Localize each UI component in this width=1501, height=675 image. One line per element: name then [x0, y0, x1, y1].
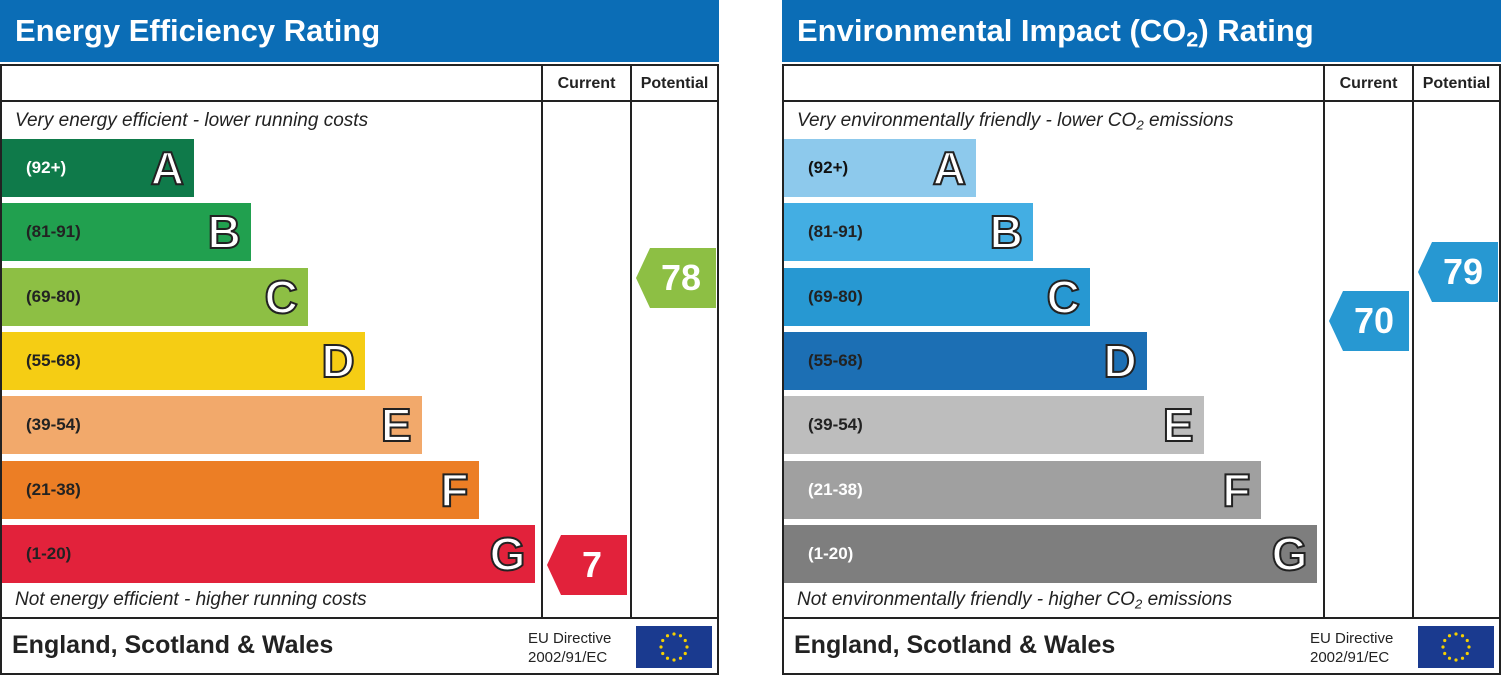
energy-footer-country: England, Scotland & Wales — [12, 631, 334, 659]
environmental-impact-panel: Environmental Impact (CO2) Rating Curren… — [782, 0, 1501, 675]
co2-band-range-g: (1-20) — [808, 543, 854, 563]
co2-column-header-current: Current — [1339, 75, 1398, 92]
co2-top-caption-sub: 2 — [1136, 117, 1144, 133]
eu-flag-icon — [636, 626, 712, 668]
energy-band-range-e: (39-54) — [26, 415, 81, 435]
co2-eu-directive: EU Directive 2002/91/EC — [1310, 629, 1393, 667]
co2-bottom-caption: Not environmentally friendly - higher CO… — [797, 589, 1232, 611]
co2-chart-frame: Current Potential Very environmentally f… — [782, 64, 1501, 675]
co2-band-range-f: (21-38) — [808, 479, 863, 499]
energy-current-rating-arrow: 7 — [547, 535, 627, 595]
energy-potential-value: 78 — [660, 257, 702, 298]
eu-flag-icon — [1418, 626, 1494, 668]
co2-band-b: (81-91) B — [784, 203, 1033, 262]
co2-band-letter-f: F — [1221, 463, 1251, 517]
energy-column-divider-potential — [630, 66, 632, 619]
co2-eu-directive-line1: EU Directive — [1310, 630, 1394, 647]
co2-title-suffix: ) Rating — [1198, 13, 1314, 48]
energy-efficiency-panel: Energy Efficiency Rating Current Potenti… — [0, 0, 719, 675]
energy-header-divider — [2, 100, 717, 102]
co2-band-letter-e: E — [1162, 398, 1195, 452]
co2-column-header-potential: Potential — [1422, 75, 1491, 92]
energy-band-letter-a: A — [150, 141, 185, 195]
energy-top-caption: Very energy efficient - lower running co… — [15, 110, 369, 131]
energy-column-header-potential: Potential — [640, 75, 709, 92]
co2-footer-country: England, Scotland & Wales — [794, 631, 1116, 659]
co2-column-divider-potential — [1412, 66, 1414, 619]
co2-title-prefix: Environmental Impact (CO — [797, 13, 1187, 48]
energy-chart-frame: Current Potential Very energy efficient … — [0, 64, 719, 675]
energy-title-text: Energy Efficiency Rating — [15, 13, 381, 48]
energy-band-g: (1-20) G — [2, 524, 536, 583]
co2-bottom-caption-prefix: Not environmentally friendly - higher CO — [797, 589, 1135, 610]
co2-potential-rating-arrow: 79 — [1418, 242, 1498, 302]
co2-current-value: 70 — [1353, 300, 1395, 341]
co2-band-range-d: (55-68) — [808, 350, 863, 370]
energy-band-range-a: (92+) — [26, 158, 67, 177]
energy-band-e: (39-54) E — [2, 396, 422, 455]
energy-eu-directive: EU Directive 2002/91/EC — [528, 629, 611, 667]
co2-band-letter-a: A — [932, 141, 967, 195]
energy-band-range-b: (81-91) — [26, 222, 81, 242]
co2-band-range-c: (69-80) — [808, 286, 863, 306]
co2-band-c: (69-80) C — [784, 267, 1090, 326]
energy-band-range-g: (1-20) — [26, 543, 72, 563]
energy-band-letter-e: E — [380, 398, 413, 452]
energy-band-b: (81-91) B — [2, 203, 251, 262]
energy-column-header-current: Current — [557, 75, 616, 92]
co2-band-e: (39-54) E — [784, 396, 1204, 455]
environmental-impact-title: Environmental Impact (CO2) Rating — [782, 0, 1501, 62]
energy-band-letter-c: C — [264, 270, 299, 324]
energy-eu-directive-line2: 2002/91/EC — [528, 649, 608, 666]
co2-title-sub: 2 — [1186, 26, 1199, 52]
energy-efficiency-title: Energy Efficiency Rating — [0, 0, 719, 62]
energy-band-range-d: (55-68) — [26, 350, 81, 370]
co2-band-d: (55-68) D — [784, 331, 1147, 390]
energy-potential-rating-arrow: 78 — [636, 248, 716, 308]
co2-band-range-b: (81-91) — [808, 222, 863, 242]
co2-column-divider-current — [1323, 66, 1325, 619]
co2-band-letter-g: G — [1271, 527, 1309, 581]
co2-band-letter-b: B — [989, 205, 1024, 259]
co2-band-g: (1-20) G — [784, 524, 1318, 583]
co2-band-range-e: (39-54) — [808, 415, 863, 435]
co2-eu-directive-line2: 2002/91/EC — [1310, 649, 1390, 666]
energy-footer-divider — [2, 617, 717, 619]
co2-potential-value: 79 — [1442, 251, 1484, 292]
co2-band-range-a: (92+) — [808, 158, 849, 177]
energy-eu-directive-line1: EU Directive — [528, 630, 612, 647]
co2-band-letter-d: D — [1102, 334, 1137, 388]
co2-top-caption: Very environmentally friendly - lower CO… — [797, 110, 1233, 132]
energy-band-letter-g: G — [489, 527, 527, 581]
energy-band-c: (69-80) C — [2, 267, 308, 326]
energy-current-value: 7 — [581, 544, 603, 585]
energy-band-letter-d: D — [320, 334, 355, 388]
energy-band-a: (92+) A — [2, 139, 194, 197]
energy-band-letter-b: B — [207, 205, 242, 259]
energy-column-divider-current — [541, 66, 543, 619]
energy-band-d: (55-68) D — [2, 331, 365, 390]
co2-footer-divider — [784, 617, 1499, 619]
energy-band-letter-f: F — [439, 463, 469, 517]
energy-band-f: (21-38) F — [2, 460, 479, 519]
co2-bottom-caption-suffix: emissions — [1142, 589, 1233, 610]
co2-header-divider — [784, 100, 1499, 102]
co2-bottom-caption-sub: 2 — [1134, 596, 1143, 612]
co2-band-f: (21-38) F — [784, 460, 1261, 519]
energy-band-range-c: (69-80) — [26, 286, 81, 306]
energy-band-range-f: (21-38) — [26, 479, 81, 499]
co2-band-letter-c: C — [1046, 270, 1081, 324]
co2-current-rating-arrow: 70 — [1329, 291, 1409, 351]
co2-top-caption-suffix: emissions — [1143, 110, 1234, 131]
co2-band-a: (92+) A — [784, 139, 976, 197]
energy-bottom-caption: Not energy efficient - higher running co… — [15, 589, 367, 610]
co2-top-caption-prefix: Very environmentally friendly - lower CO — [797, 110, 1137, 131]
